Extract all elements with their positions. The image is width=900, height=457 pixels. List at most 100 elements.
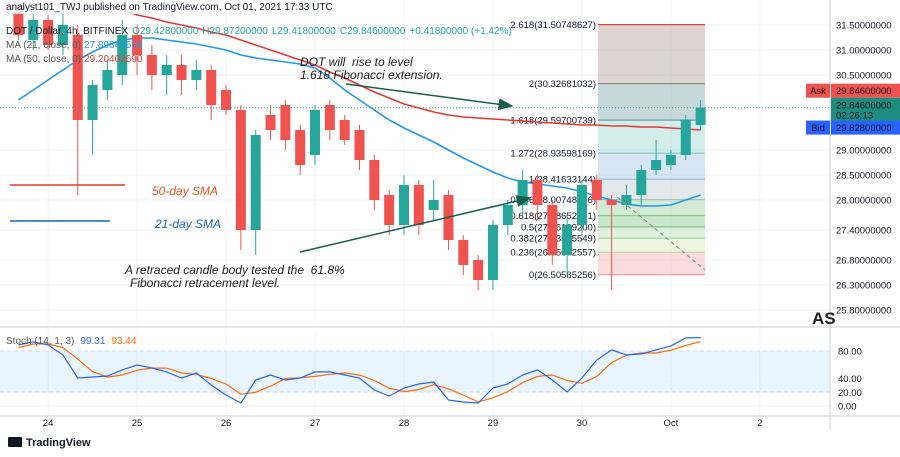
symbol: DOT / Dollar, 4h, BITFINEX [6, 26, 128, 37]
candle-body [636, 170, 647, 195]
legend-ma21: MA (21, close, 0) 27.89847619 [6, 40, 143, 51]
candle-body [562, 225, 573, 255]
y-tick-label: 31.00000000 [836, 46, 891, 57]
candle-body [146, 55, 157, 75]
candle-body [680, 120, 691, 155]
candle-body [473, 260, 484, 280]
candle-body [665, 155, 676, 165]
annotation: A retraced candle body tested the 61.8% [124, 263, 345, 277]
x-tick-label: 30 [577, 418, 588, 429]
annotation: Fibonacci retracement level. [130, 276, 280, 290]
y-tick-label: 25.80000000 [836, 306, 891, 317]
bid-box [831, 120, 900, 135]
ohlc-low: L29.41800000 [272, 26, 336, 37]
candle-body [695, 107, 706, 125]
y-tick-label: 80.00 [838, 346, 862, 357]
legend-name: MA (21, close, 0) [6, 40, 81, 51]
x-tick-label: 25 [132, 418, 143, 429]
fib-label: 1(28.41633144) [529, 175, 596, 186]
fib-band [598, 252, 705, 275]
candle-body [57, 25, 68, 45]
y-tick-label: 26.30000000 [836, 281, 891, 292]
fib-label: 2.618(31.50748627) [510, 20, 596, 31]
candle-body [235, 110, 246, 230]
fib-label: 0(26.50585256) [529, 270, 596, 281]
candle-body [606, 200, 617, 205]
candle-body [295, 130, 306, 165]
fib-label: 0.5(27.46109200) [521, 222, 596, 233]
legend-name: MA (50, close, 0) [6, 54, 81, 65]
brand-text: TradingView [26, 437, 91, 449]
candle-body [413, 185, 424, 225]
publisher: analyst101_TWJ published on TradingView.… [6, 2, 333, 13]
candle-body [547, 205, 558, 255]
annotation: 21-day SMA [154, 217, 221, 231]
candle-body [280, 105, 291, 140]
stoch-d-value: 93.44 [111, 336, 136, 347]
x-tick-label: 26 [221, 418, 232, 429]
candle-body [591, 180, 602, 200]
candle-body [428, 200, 439, 210]
x-tick-label: 24 [43, 418, 54, 429]
annotation: 50-day SMA [152, 184, 218, 198]
candle-body [13, 5, 24, 35]
series-line [18, 337, 701, 404]
x-tick-label: 27 [310, 418, 321, 429]
stoch-pane [0, 330, 830, 416]
ohlc-open: O29.42800000 [132, 26, 199, 37]
brand: TradingView [8, 437, 91, 449]
x-tick-label: Oct [664, 418, 679, 429]
candle-body [458, 240, 469, 265]
stoch-legend: Stoch (14, 1, 3) 99.31 93.44 [6, 336, 137, 347]
legend-value: 29.20402690 [84, 54, 143, 65]
legend-value: 27.89847619 [84, 40, 143, 51]
candle-body [517, 180, 528, 205]
candle-body [43, 20, 54, 45]
candle-body [532, 180, 543, 205]
stoch-band [0, 350, 830, 393]
candle-body [354, 130, 365, 160]
y-tick-label: 40.00 [838, 374, 862, 385]
fib-band [598, 238, 705, 253]
candle-body [369, 160, 380, 200]
last-price: 29.84600000 [836, 101, 891, 112]
fib-band [598, 83, 705, 121]
ohlc-close: C29.84600000 [340, 26, 406, 37]
countdown: 02:26:13 [836, 111, 873, 122]
candle-body [487, 225, 498, 280]
y-tick-label: 20.00 [838, 388, 862, 399]
candle-body [310, 110, 321, 155]
stoch-title: Stoch (14, 1, 3) [6, 336, 74, 347]
stoch-k-value: 99.31 [80, 336, 105, 347]
candle-body [398, 185, 409, 225]
candle-body [161, 65, 172, 75]
x-tick-label: 2 [757, 418, 762, 429]
fib-band [598, 215, 705, 227]
x-tick-label: 28 [399, 418, 410, 429]
fib-band [598, 226, 705, 239]
candle-body [191, 70, 202, 80]
brand-icon [8, 437, 22, 447]
bid-price: 29.82800000 [836, 123, 891, 134]
annotation: DOT will rise to level [300, 55, 413, 69]
bid-tag-box [806, 120, 830, 135]
legend-ma50: MA (50, close, 0) 29.20402690 [6, 54, 143, 65]
ask-tag-box [806, 83, 830, 98]
candle-body [384, 195, 395, 225]
y-tick-label: 27.40000000 [836, 226, 891, 237]
candle-body [28, 20, 39, 40]
candle-body [339, 120, 350, 140]
fib-band [598, 24, 705, 84]
series-line [107, 4, 701, 131]
header-bg [0, 0, 300, 14]
candle-body [221, 90, 232, 110]
annotation: 1.618 Fibonacci extension. [300, 68, 443, 82]
watermark: AS [812, 309, 836, 328]
ask-box [831, 83, 900, 98]
candle-body [206, 70, 217, 105]
arrow [345, 83, 514, 111]
fib-label: 1.618(29.59700739) [510, 116, 596, 127]
candle-body [132, 35, 143, 55]
candle-body [72, 35, 83, 120]
